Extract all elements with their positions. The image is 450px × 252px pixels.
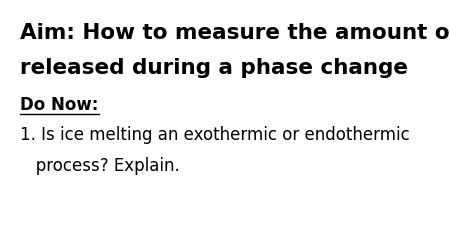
Text: Do Now:: Do Now: (20, 96, 99, 114)
Text: process? Explain.: process? Explain. (20, 156, 180, 174)
Text: Aim: How to measure the amount of heat: Aim: How to measure the amount of heat (20, 23, 450, 43)
Text: 1. Is ice melting an exothermic or endothermic: 1. Is ice melting an exothermic or endot… (20, 126, 410, 144)
Text: released during a phase change: released during a phase change (20, 58, 408, 78)
